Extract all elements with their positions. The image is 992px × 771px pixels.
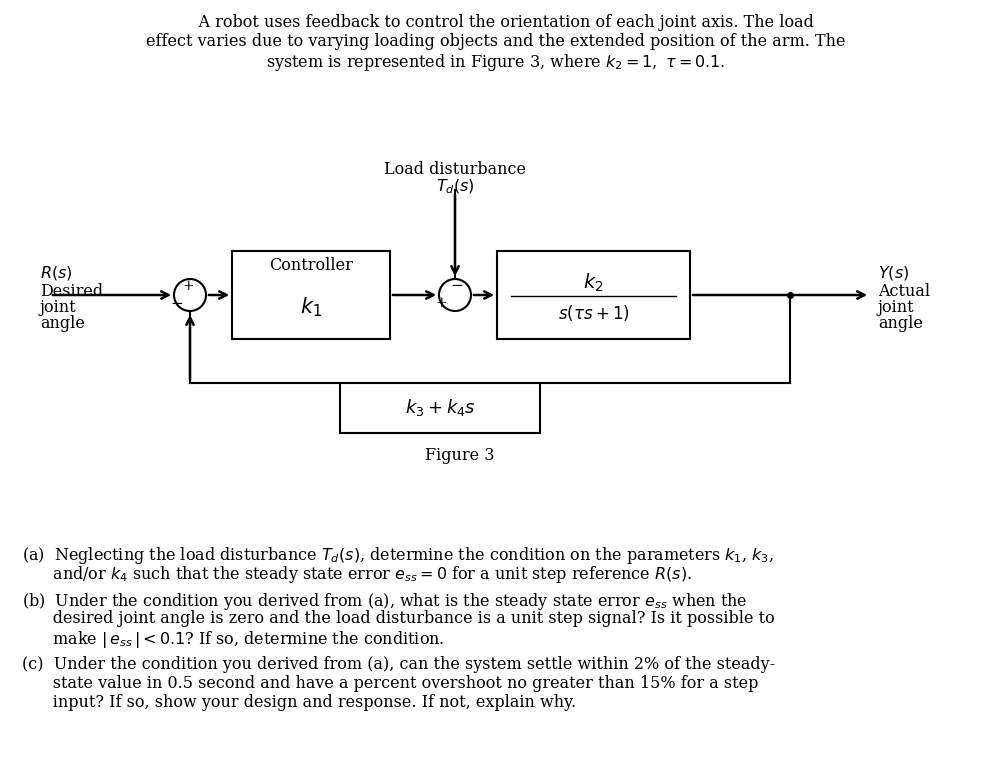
Bar	[232, 251, 390, 339]
Text: angle: angle	[878, 315, 923, 332]
Text: joint: joint	[878, 299, 915, 317]
Text: state value in 0.5 second and have a percent overshoot no greater than 15% for a: state value in 0.5 second and have a per…	[22, 675, 758, 692]
Text: (a)  Neglecting the load disturbance $T_d(s)$, determine the condition on the pa: (a) Neglecting the load disturbance $T_d…	[22, 545, 774, 566]
Text: $Y(s)$: $Y(s)$	[878, 264, 910, 282]
Text: A robot uses feedback to control the orientation of each joint axis. The load: A robot uses feedback to control the ori…	[178, 14, 814, 31]
Text: $k_2$: $k_2$	[583, 272, 604, 295]
Text: angle: angle	[40, 315, 85, 332]
Text: $R(s)$: $R(s)$	[40, 264, 72, 282]
Text: Controller: Controller	[269, 258, 353, 274]
Text: system is represented in Figure 3, where $k_2 = 1,\ \tau = 0.1$.: system is represented in Figure 3, where…	[266, 52, 726, 73]
Bar	[340, 383, 540, 433]
Text: −: −	[450, 279, 463, 293]
Text: Actual: Actual	[878, 282, 930, 299]
Text: −: −	[171, 297, 184, 311]
Text: input? If so, show your design and response. If not, explain why.: input? If so, show your design and respo…	[22, 694, 576, 711]
Text: $k_3 + k_4 s$: $k_3 + k_4 s$	[405, 398, 475, 419]
Text: (b)  Under the condition you derived from (a), what is the steady state error $e: (b) Under the condition you derived from…	[22, 591, 748, 612]
Text: $T_d(s)$: $T_d(s)$	[435, 178, 474, 196]
Text: and/or $k_4$ such that the steady state error $e_{ss} = 0$ for a unit step refer: and/or $k_4$ such that the steady state …	[22, 564, 692, 585]
Text: (c)  Under the condition you derived from (a), can the system settle within 2% o: (c) Under the condition you derived from…	[22, 656, 775, 673]
Text: Load disturbance: Load disturbance	[384, 161, 526, 179]
Bar	[497, 251, 690, 339]
Text: effect varies due to varying loading objects and the extended position of the ar: effect varies due to varying loading obj…	[146, 33, 846, 50]
Text: $k_1$: $k_1$	[300, 295, 322, 318]
Text: +: +	[435, 296, 446, 310]
Text: make $|\, e_{ss}\, | < 0.1$? If so, determine the condition.: make $|\, e_{ss}\, | < 0.1$? If so, dete…	[22, 629, 444, 650]
Text: desired joint angle is zero and the load disturbance is a unit step signal? Is i: desired joint angle is zero and the load…	[22, 610, 775, 627]
Text: Desired: Desired	[40, 282, 103, 299]
Text: joint: joint	[40, 299, 76, 317]
Text: $s(\tau s + 1)$: $s(\tau s + 1)$	[558, 303, 630, 323]
Text: +: +	[183, 279, 193, 293]
Text: Figure 3: Figure 3	[426, 446, 495, 463]
